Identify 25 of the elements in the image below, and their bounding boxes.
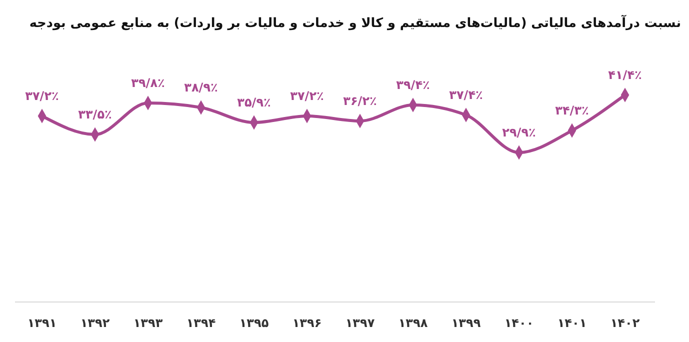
x-tick-label: ۱۳۹۲	[80, 316, 110, 330]
x-tick-label: ۱۴۰۱	[557, 316, 587, 330]
x-tick-label: ۱۳۹۵	[239, 316, 269, 330]
data-label: ۳۳/۵٪	[78, 108, 112, 122]
chart-title: نسبت درآمدهای مالیاتی (مالیات‌های مستقیم و کالا و خدمات و مالیات بر واردات) به منابع عمومی بودجه	[29, 14, 681, 31]
data-label: ۳۷/۲٪	[25, 89, 59, 104]
data-label: ۳۷/۴٪	[449, 88, 483, 102]
data-label: ۳۶/۲٪	[343, 94, 377, 108]
x-tick-label: ۱۳۹۸	[398, 316, 428, 330]
data-label: ۲۹/۹٪	[502, 126, 536, 140]
data-label: ۳۵/۹٪	[237, 96, 271, 110]
x-tick-label: ۱۳۹۷	[345, 316, 376, 330]
x-tick-label: ۱۳۹۳	[133, 316, 164, 330]
x-tick-label: ۱۴۰۰	[504, 316, 534, 330]
data-label: ۳۹/۸٪	[131, 76, 165, 90]
data-label: ۳۴/۳٪	[555, 104, 589, 118]
data-label: ۳۸/۹٪	[184, 80, 218, 95]
data-label: ۳۷/۲٪	[290, 89, 324, 104]
x-tick-label: ۱۳۹۶	[292, 316, 322, 330]
x-tick-label: ۱۴۰۲	[610, 316, 640, 330]
data-label: ۴۱/۴٪	[608, 68, 642, 82]
data-label: ۳۹/۴٪	[396, 78, 430, 92]
x-tick-label: ۱۳۹۴	[186, 316, 216, 330]
x-tick-label: ۱۳۹۹	[451, 316, 482, 330]
x-tick-label: ۱۳۹۱	[27, 316, 57, 330]
